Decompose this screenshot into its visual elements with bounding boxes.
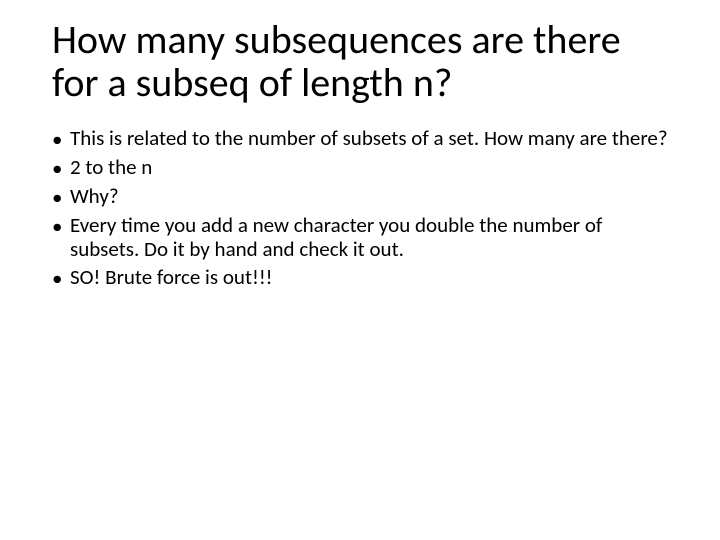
slide-title: How many subsequences are there for a su…	[52, 18, 668, 104]
bullet-text: Every time you add a new character you d…	[70, 213, 668, 263]
slide: How many subsequences are there for a su…	[0, 0, 720, 540]
bullet-text: 2 to the n	[70, 155, 668, 180]
bullet-marker: •	[52, 213, 70, 239]
bullet-marker: •	[52, 155, 70, 181]
list-item: • Why?	[52, 184, 668, 210]
list-item: • This is related to the number of subse…	[52, 126, 668, 152]
bullet-marker: •	[52, 265, 70, 291]
list-item: • 2 to the n	[52, 155, 668, 181]
bullet-text: This is related to the number of subsets…	[70, 126, 668, 151]
list-item: • Every time you add a new character you…	[52, 213, 668, 263]
bullet-text: Why?	[70, 184, 668, 209]
bullet-marker: •	[52, 126, 70, 152]
slide-body: • This is related to the number of subse…	[52, 126, 668, 291]
bullet-text: SO! Brute force is out!!!	[70, 265, 668, 290]
bullet-marker: •	[52, 184, 70, 210]
list-item: • SO! Brute force is out!!!	[52, 265, 668, 291]
